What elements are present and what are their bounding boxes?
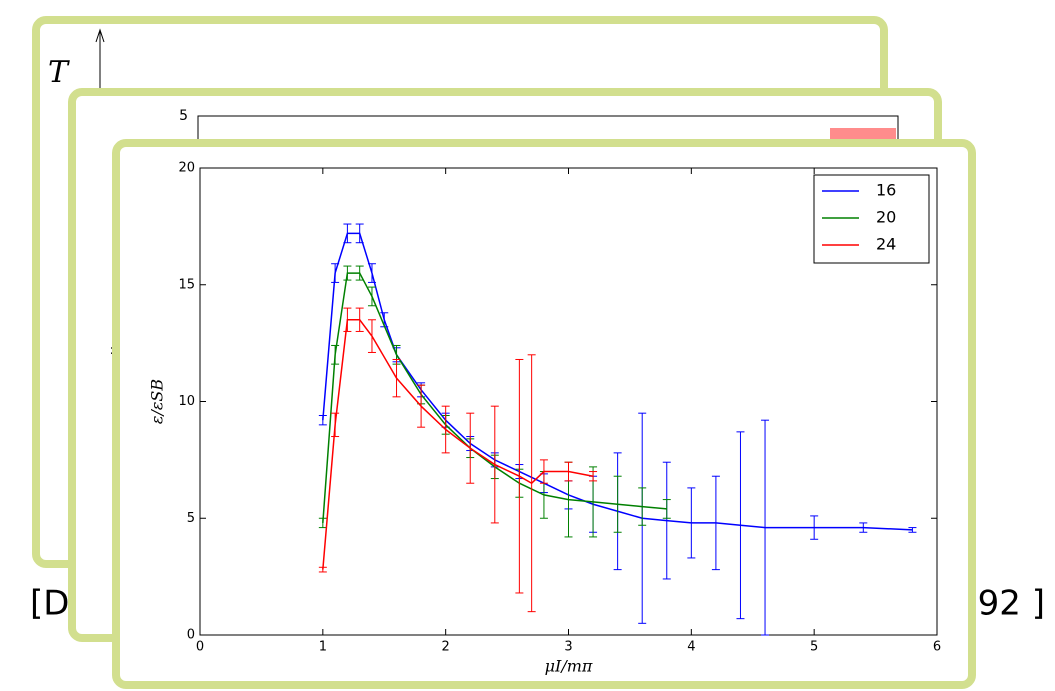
x-axis-label: μI/mπ	[545, 657, 593, 676]
series-line	[322, 319, 594, 570]
legend-label: 16	[876, 181, 896, 200]
x-tick-label: 4	[687, 640, 695, 655]
y-tick-label: 5	[187, 511, 195, 526]
middle-tick: 5	[179, 108, 188, 124]
x-tick-label: 2	[442, 640, 450, 655]
error-bar	[908, 527, 917, 533]
citation-right: 92 ]	[978, 584, 1045, 624]
y-tick-label: 20	[178, 161, 195, 176]
front-card	[112, 139, 976, 689]
axis-letter: T	[48, 55, 70, 90]
arrow-head	[95, 28, 105, 43]
x-tick-label: 6	[933, 640, 941, 655]
legend-label: 24	[876, 235, 896, 254]
plot: 0 1 2 3 4 5 6 0 5 10 15 20 μI/mπ ε/εSB 16 20 24	[148, 161, 942, 676]
x-tick-label: 5	[810, 640, 818, 655]
legend-label: 20	[876, 208, 896, 227]
y-tick-label: 10	[178, 394, 195, 409]
x-tick-label: 1	[319, 640, 327, 655]
y-axis-label: ε/εSB	[148, 379, 167, 425]
x-tick-label: 3	[564, 640, 572, 655]
y-tick-label: 15	[178, 277, 195, 292]
legend-box	[813, 174, 930, 264]
x-tick-label: 0	[196, 640, 204, 655]
y-tick-label: 0	[187, 628, 195, 643]
